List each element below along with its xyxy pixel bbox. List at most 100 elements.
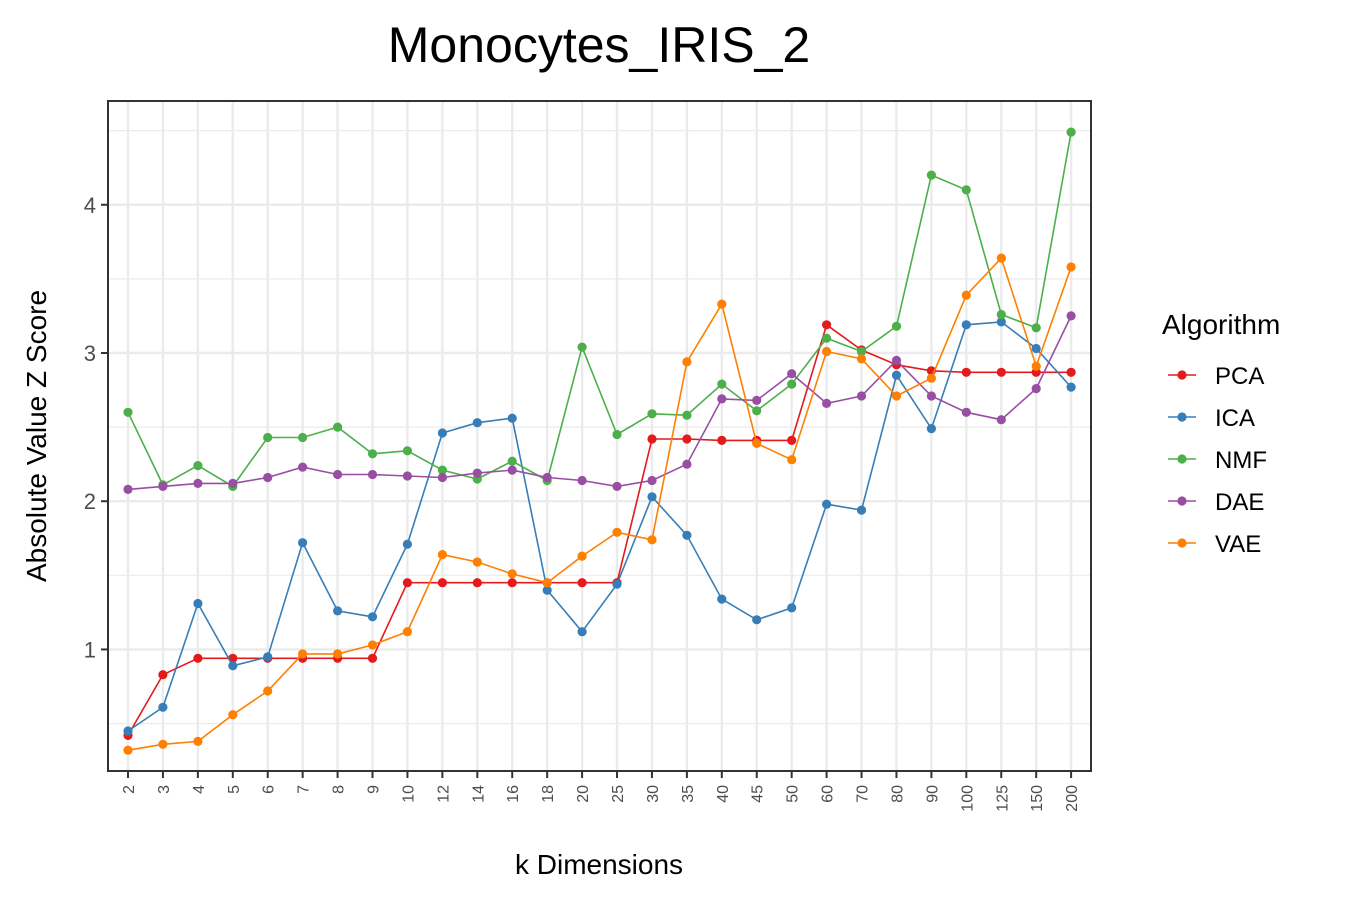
data-point-ica	[542, 585, 552, 595]
data-point-vae	[542, 578, 552, 588]
x-tick-label: 12	[435, 785, 452, 803]
legend-key-point	[1177, 370, 1187, 380]
data-point-dae	[787, 369, 797, 379]
data-point-ica	[752, 615, 762, 625]
data-point-ica	[717, 594, 727, 604]
data-point-dae	[647, 475, 657, 486]
legend-key-point	[1177, 538, 1187, 548]
data-point-dae	[123, 484, 133, 494]
data-point-ica	[123, 726, 133, 736]
data-point-vae	[193, 736, 203, 747]
data-point-ica	[926, 424, 937, 434]
data-point-dae	[263, 472, 273, 483]
data-point-dae	[682, 459, 692, 469]
data-point-pca	[822, 320, 832, 330]
x-tick-label: 14	[470, 785, 487, 803]
data-point-vae	[333, 649, 343, 659]
data-point-dae	[926, 391, 937, 401]
data-point-ica	[682, 530, 692, 540]
data-point-vae	[123, 745, 133, 755]
data-point-dae	[542, 472, 552, 483]
data-point-pca	[367, 653, 378, 663]
data-point-dae	[402, 471, 412, 481]
data-point-dae	[1066, 311, 1076, 321]
data-point-nmf	[437, 465, 447, 475]
data-point-nmf	[1066, 127, 1076, 137]
data-point-pca	[472, 578, 482, 588]
x-tick-label: 60	[820, 785, 837, 803]
x-tick-label: 4	[191, 785, 208, 794]
data-point-dae	[752, 395, 762, 405]
data-point-vae	[612, 527, 622, 537]
legend-label-ica: ICA	[1215, 405, 1255, 432]
data-point-dae	[298, 462, 308, 472]
data-point-vae	[437, 550, 447, 560]
data-point-ica	[472, 418, 482, 428]
data-point-nmf	[647, 409, 657, 419]
x-tick-label: 3	[156, 785, 173, 794]
x-tick-label: 6	[261, 785, 278, 794]
data-point-dae	[472, 468, 482, 478]
data-point-vae	[507, 569, 517, 579]
data-point-ica	[507, 413, 517, 423]
x-tick-label: 2	[121, 785, 138, 794]
data-point-vae	[263, 686, 273, 696]
data-point-pca	[787, 435, 797, 445]
data-point-nmf	[367, 449, 378, 459]
data-point-nmf	[612, 429, 622, 440]
series-line-pca	[127, 323, 1072, 736]
data-point-dae	[367, 469, 378, 480]
y-tick-label: 1	[84, 637, 96, 662]
data-point-vae	[787, 455, 797, 465]
x-tick-label: 8	[331, 785, 348, 794]
data-point-dae	[228, 478, 238, 488]
series-line-dae	[127, 315, 1072, 491]
legend-label-pca: PCA	[1215, 363, 1264, 390]
data-point-nmf	[507, 456, 517, 466]
data-point-vae	[717, 299, 727, 309]
data-point-pca	[717, 435, 727, 445]
x-tick-label: 10	[400, 785, 417, 803]
x-tick-label: 5	[226, 785, 243, 794]
data-point-nmf	[926, 170, 937, 180]
data-point-ica	[402, 539, 412, 549]
data-point-nmf	[996, 309, 1006, 320]
data-point-ica	[333, 606, 343, 616]
data-point-vae	[891, 391, 902, 401]
data-point-dae	[856, 391, 867, 401]
legend-label-nmf: NMF	[1215, 447, 1267, 474]
data-point-ica	[1031, 343, 1041, 354]
y-tick-label: 4	[84, 193, 96, 218]
data-point-nmf	[787, 379, 797, 389]
data-point-vae	[367, 640, 378, 650]
data-point-ica	[961, 320, 971, 330]
data-point-nmf	[717, 379, 727, 389]
data-point-ica	[787, 603, 797, 613]
data-point-dae	[822, 398, 832, 408]
data-point-vae	[996, 253, 1006, 263]
legend-key-point	[1177, 496, 1187, 506]
data-point-dae	[333, 469, 343, 480]
x-tick-label: 16	[505, 785, 522, 803]
data-point-vae	[1066, 262, 1076, 272]
x-tick-label: 90	[924, 785, 941, 803]
data-point-vae	[472, 557, 482, 567]
series-layer	[123, 127, 1076, 755]
data-point-pca	[647, 434, 657, 444]
data-point-ica	[367, 612, 378, 622]
legend-key-point	[1177, 412, 1187, 422]
data-point-pca	[577, 578, 587, 588]
data-point-dae	[437, 472, 447, 483]
data-point-vae	[158, 739, 168, 749]
data-point-dae	[158, 481, 168, 491]
data-point-pca	[507, 578, 517, 588]
data-point-nmf	[123, 407, 133, 417]
data-point-vae	[402, 627, 412, 637]
gridlines	[108, 101, 1091, 771]
y-tick-label: 3	[84, 341, 96, 366]
data-point-ica	[158, 702, 168, 712]
legend-label-dae: DAE	[1215, 489, 1264, 516]
data-point-ica	[891, 370, 902, 380]
data-point-ica	[437, 428, 447, 438]
data-point-nmf	[752, 406, 762, 416]
